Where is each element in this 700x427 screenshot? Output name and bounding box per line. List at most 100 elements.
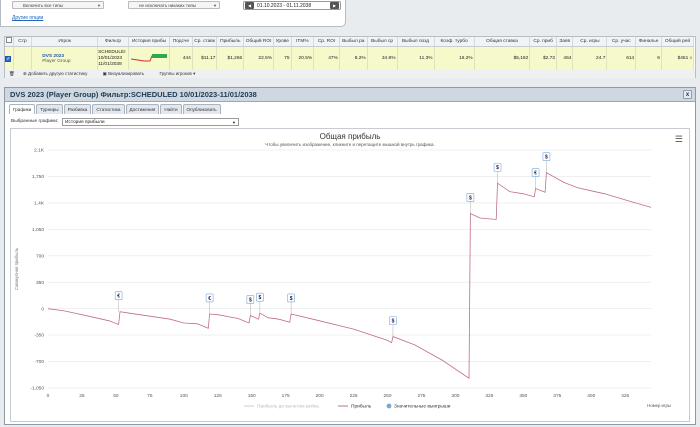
big-win-flag [114, 291, 123, 300]
y-tick-label: -1,050 [30, 386, 44, 392]
column-header[interactable]: Общая ставка [474, 37, 531, 47]
big-win-flag [466, 193, 475, 202]
panel-tabs: Графики Турниры Разбивка Статистика Достижен… [9, 104, 222, 114]
big-win-label: $ [290, 296, 293, 302]
column-header[interactable]: Общий рей [661, 37, 695, 47]
column-header[interactable]: Выбыл ср [367, 37, 398, 47]
chart-select-label: Выбранные графики: [11, 119, 59, 124]
x-tick-label: 0 [47, 393, 50, 399]
row-checkbox-cell[interactable]: ✓ [5, 46, 14, 72]
prev-range-button[interactable]: ◀ [245, 2, 254, 9]
tab-2[interactable]: Разбивка [63, 104, 92, 114]
big-win-label: $ [496, 165, 499, 171]
x-tick-label: 275 [417, 393, 425, 399]
check-icon[interactable]: ✓ [5, 55, 12, 62]
exclude-types-label: не исключать никаких типы [139, 3, 197, 8]
close-button[interactable]: x [683, 90, 692, 99]
big-win-label: $ [392, 319, 395, 325]
finals-cell: 6 [635, 46, 662, 72]
column-header[interactable]: Ср. приб [529, 37, 557, 47]
column-header[interactable]: Финальн [635, 37, 662, 47]
profit-chart[interactable]: ☰ Общая прибыль Чтобы увеличить изображен… [10, 128, 690, 422]
profit-history-sparkline[interactable] [128, 46, 171, 72]
total-rake-cell: $451 x [661, 46, 695, 72]
next-range-button[interactable]: ▶ [330, 2, 339, 9]
column-header[interactable]: Ср. ROI [313, 37, 340, 47]
legend-label-profit: Прибыль [351, 404, 372, 410]
tab-4[interactable]: Достижения [125, 104, 160, 114]
chevron-down-icon: ▼ [232, 120, 236, 125]
avg-games-cell: 24.7 [572, 46, 608, 72]
tab-0[interactable]: Графики [9, 104, 36, 114]
big-win-flag [205, 293, 214, 303]
add-stat-button[interactable]: ⊕ Добавить другую статистику [22, 71, 88, 76]
column-header[interactable]: Фильтр [97, 37, 129, 47]
column-header[interactable]: Выбыл позд [397, 37, 435, 47]
column-header[interactable]: Выбыл ра [339, 37, 368, 47]
x-tick-label: 175 [282, 393, 290, 399]
chart-select[interactable]: История прибыли ▼ [62, 118, 239, 126]
player-name[interactable]: DVS 2023 [42, 53, 65, 59]
include-types-label: Включить все типы [23, 3, 64, 8]
column-header[interactable]: Заяв [556, 37, 574, 47]
tab-3[interactable]: Статистика [92, 104, 125, 114]
select-all-checkbox[interactable] [5, 37, 14, 47]
x-tick-label: 25 [79, 393, 85, 399]
player-cell[interactable]: DVS 2023 Player Group [31, 46, 99, 72]
column-header[interactable]: Прибыль [216, 37, 245, 47]
visualize-button[interactable]: ▣ Визуализировать [102, 71, 145, 76]
row-extra-mark[interactable]: x [689, 56, 692, 61]
visualize-label: Визуализировать [108, 71, 145, 76]
itm-cell: 20.5% [291, 46, 315, 72]
x-tick-label: 125 [214, 393, 222, 399]
column-header[interactable]: Коэф. турбо [434, 37, 475, 47]
x-tick-label: 400 [587, 393, 595, 399]
player-group: Player Group [42, 58, 71, 64]
checkbox-icon[interactable] [5, 37, 12, 44]
x-tick-label: 250 [384, 393, 392, 399]
x-tick-label: 350 [519, 393, 527, 399]
column-header[interactable]: Игрок [31, 37, 99, 47]
tab-6[interactable]: Опубликовать [182, 104, 221, 114]
column-header[interactable]: Ср. игры [572, 37, 608, 47]
tab-5[interactable]: Найти [160, 104, 182, 114]
delete-icon[interactable]: 🗑 [9, 71, 15, 76]
date-range-value: 01.10.2023 - 01.11.2038 [257, 3, 312, 9]
column-header[interactable]: Общий ROI [243, 37, 275, 47]
column-header[interactable]: Урове [273, 37, 292, 47]
big-win-label: $ [469, 195, 472, 201]
column-header[interactable]: История прибы [128, 37, 171, 47]
table-row[interactable]: ✓ DVS 2023 Player Group SCHEDULEI 10/01/… [5, 46, 695, 72]
x-tick-label: 300 [451, 393, 459, 399]
x-axis-label: Номер игры [647, 403, 671, 408]
x-tick-label: 100 [180, 393, 188, 399]
column-header[interactable]: Подсче [169, 37, 193, 47]
y-tick-label: 350 [36, 280, 44, 286]
player-groups-button[interactable]: Группы игроков ▾ [159, 71, 196, 76]
column-header[interactable]: ITM% [291, 37, 315, 47]
tab-1[interactable]: Турниры [36, 104, 63, 114]
date-range-field[interactable]: ◀ 01.10.2023 - 01.11.2038 ▶ [243, 1, 341, 10]
filter-end: 11/01/2038 [98, 61, 122, 67]
menu-icon[interactable]: ☰ [674, 134, 683, 144]
add-stat-label: Добавить другую статистику [28, 71, 88, 76]
stats-grid: Стр Игрок Фильтр История прибы Подсче Ср. ста… [4, 36, 696, 78]
exclude-types-select[interactable]: не исключать никаких типы ▼ [128, 1, 220, 9]
player-detail-panel: DVS 2023 (Player Group) Фильтр:SCHEDULED… [4, 87, 696, 425]
chart-subtitle: Чтобы увеличить изображение, кликните и … [265, 141, 434, 147]
include-types-select[interactable]: Включить все типы ▼ [12, 1, 104, 9]
other-options-link[interactable]: Другие опции [12, 15, 44, 21]
turbo-cell: 16.2% [434, 46, 475, 72]
stats-table: Стр Игрок Фильтр История прибы Подсче Ср. ста… [5, 37, 695, 72]
big-win-label: $ [249, 297, 252, 303]
entries-cell: 464 [556, 46, 574, 72]
big-win-label: € [208, 296, 211, 302]
x-tick-label: 425 [621, 393, 629, 399]
column-header[interactable]: Ср. учас [606, 37, 637, 47]
big-win-label: € [117, 294, 120, 300]
big-win-flag [389, 316, 397, 325]
column-header[interactable]: Ср. ставк [192, 37, 218, 47]
x-tick-label: 375 [553, 393, 561, 399]
column-header[interactable]: Стр [13, 37, 33, 47]
